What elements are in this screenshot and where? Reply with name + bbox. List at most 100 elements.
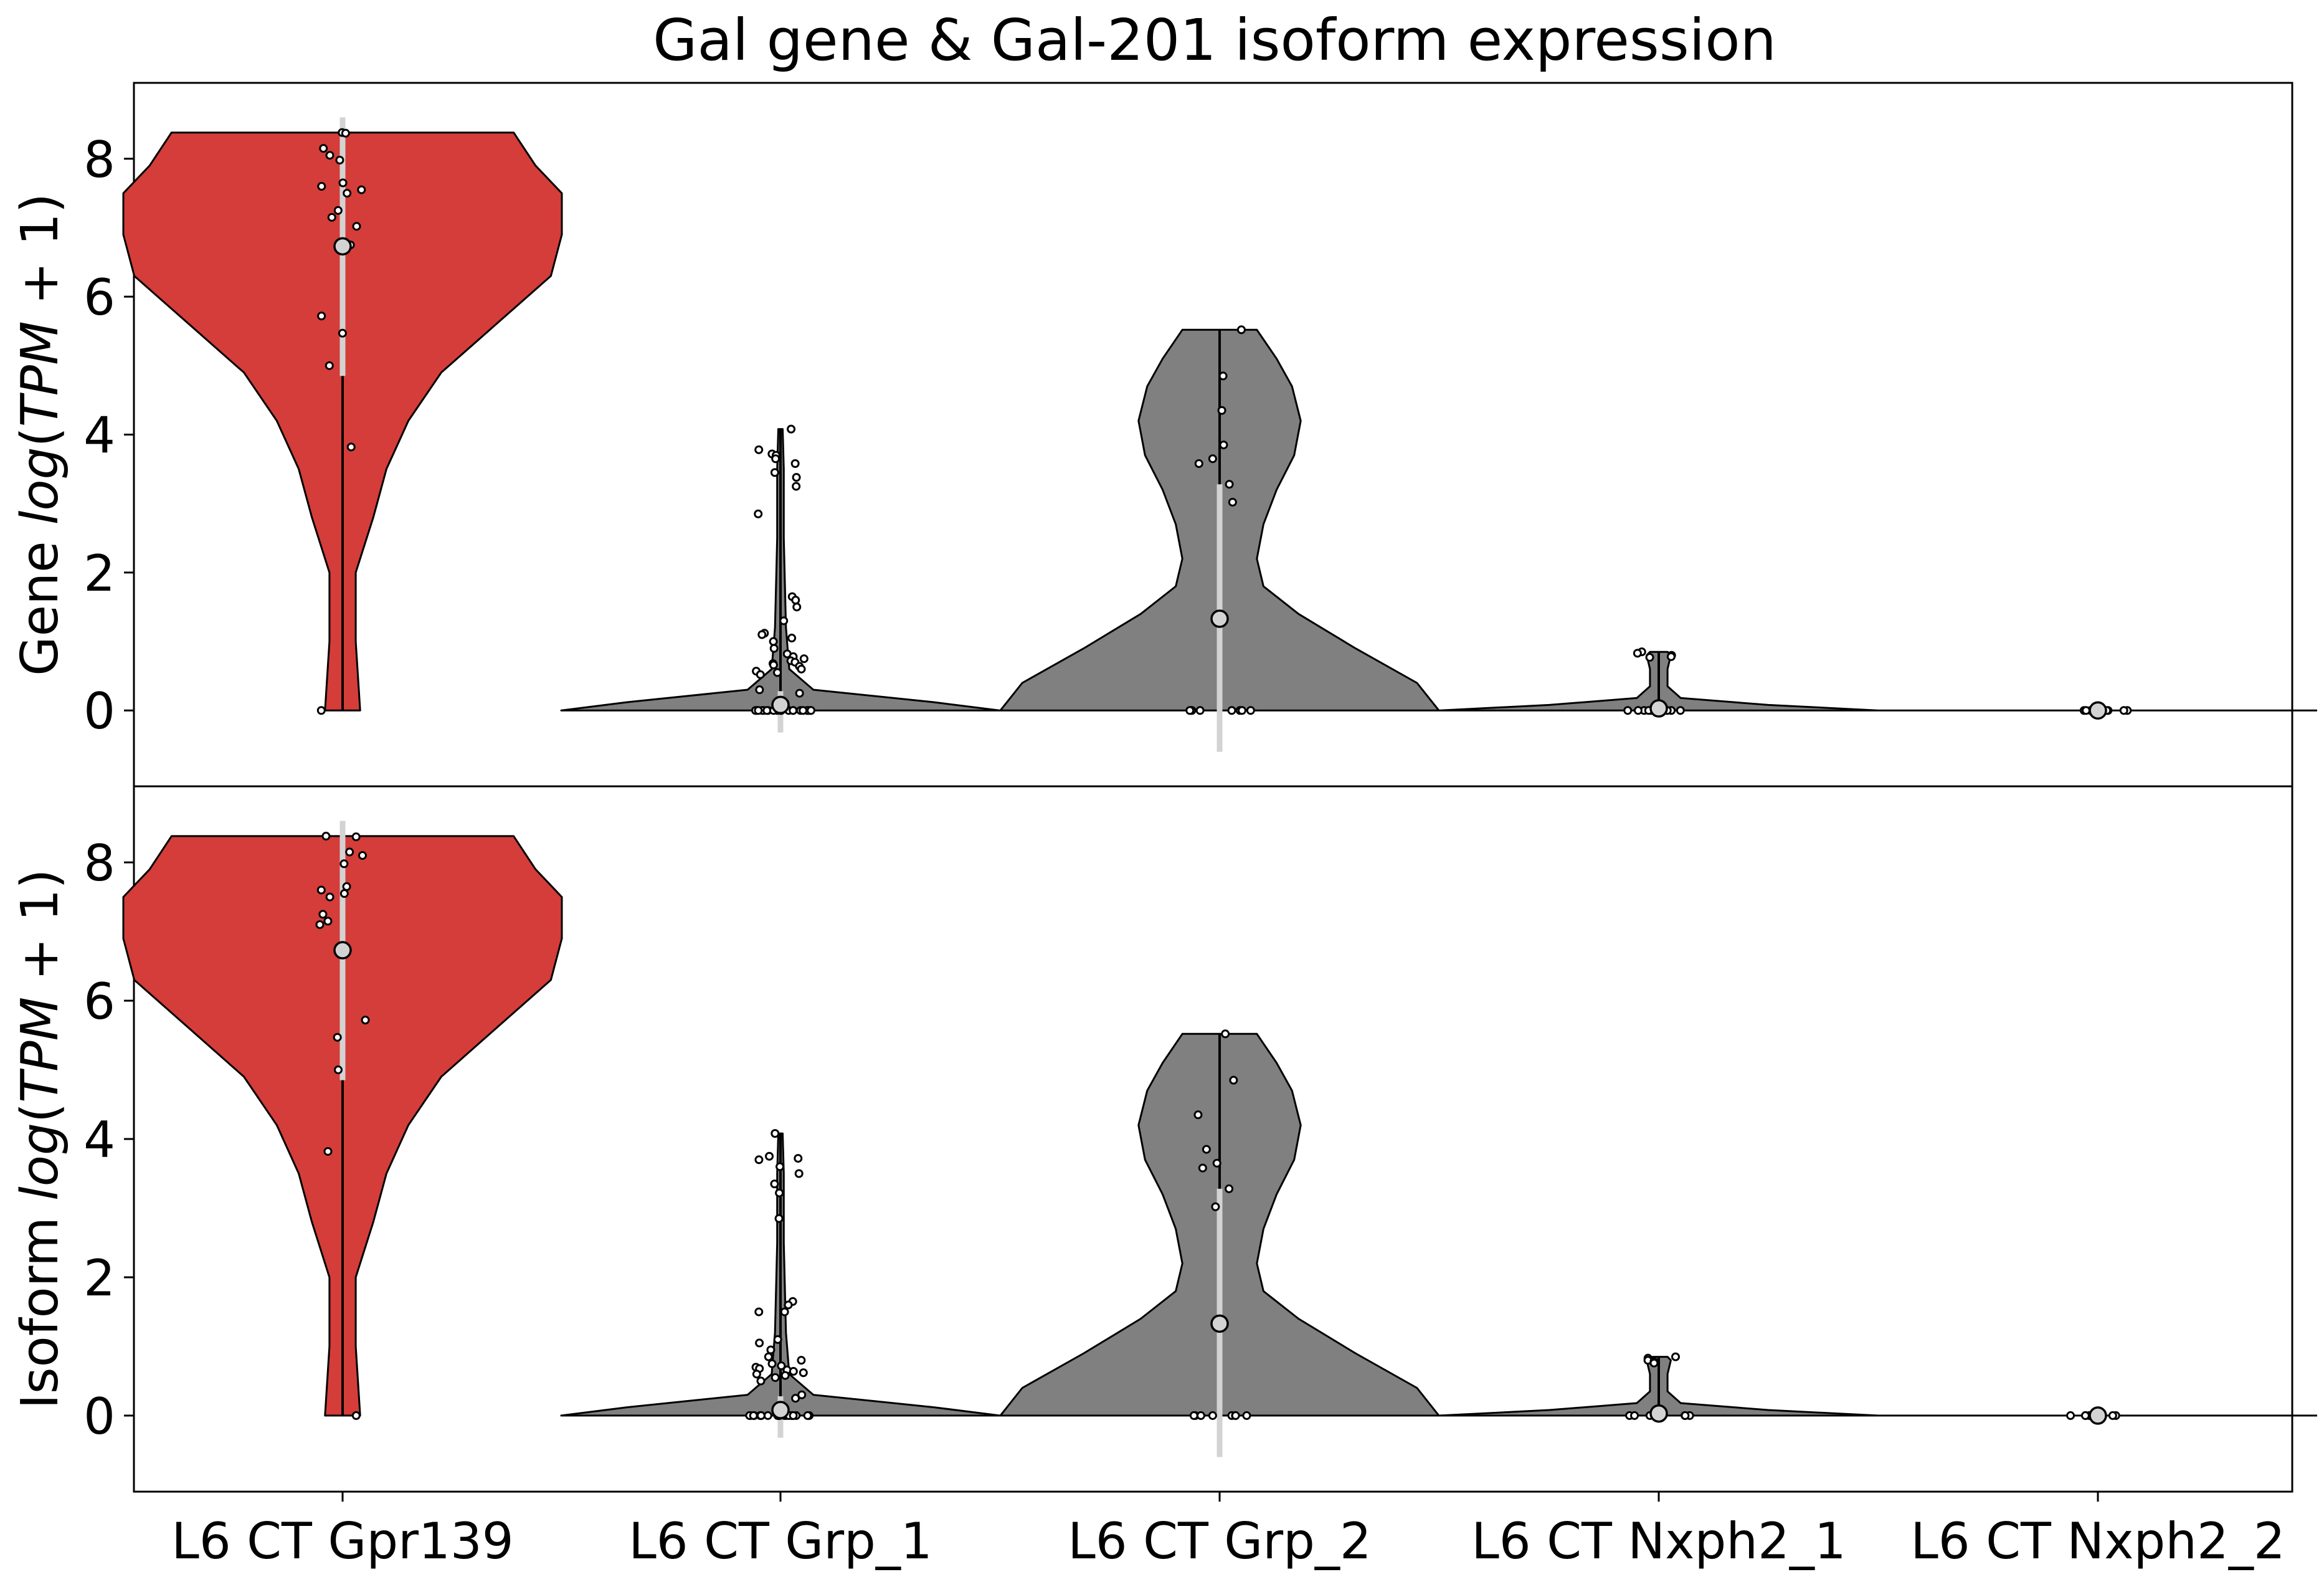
data-point bbox=[790, 459, 800, 468]
data-point bbox=[333, 206, 343, 215]
median-marker bbox=[2089, 1406, 2107, 1425]
y-tick-label: 8 bbox=[83, 131, 115, 189]
data-point bbox=[755, 685, 764, 695]
data-point bbox=[1211, 1202, 1220, 1211]
data-point bbox=[358, 851, 367, 860]
data-point bbox=[771, 454, 780, 464]
data-point bbox=[2119, 706, 2128, 715]
data-point bbox=[755, 1338, 764, 1348]
data-point bbox=[317, 182, 326, 191]
y-tick-label: 0 bbox=[83, 1388, 115, 1446]
data-point bbox=[1246, 706, 1255, 715]
y-tick-label: 4 bbox=[83, 1111, 115, 1169]
data-point bbox=[2082, 706, 2091, 715]
data-point bbox=[1193, 1110, 1203, 1120]
data-point bbox=[1676, 706, 1685, 715]
data-point bbox=[327, 212, 336, 222]
data-point bbox=[351, 832, 361, 842]
data-point bbox=[333, 1065, 343, 1075]
data-point bbox=[787, 424, 796, 434]
data-point bbox=[1196, 1411, 1205, 1420]
data-point bbox=[803, 1411, 812, 1420]
data-point bbox=[767, 1359, 777, 1368]
data-point bbox=[1227, 706, 1236, 715]
data-point bbox=[323, 917, 333, 926]
data-point bbox=[806, 706, 815, 715]
data-point bbox=[1198, 1163, 1207, 1173]
data-point bbox=[1645, 653, 1654, 662]
x-tick-label: L6 CT Grp_1 bbox=[628, 1512, 932, 1570]
data-point bbox=[325, 892, 334, 902]
data-point bbox=[1671, 1352, 1680, 1361]
data-point bbox=[351, 1411, 361, 1420]
median-marker bbox=[333, 941, 352, 960]
data-point bbox=[333, 1032, 342, 1042]
data-point bbox=[343, 189, 352, 198]
data-point bbox=[1225, 1184, 1234, 1193]
data-point bbox=[1630, 1411, 1639, 1420]
x-tick-label: L6 CT Gpr139 bbox=[171, 1512, 513, 1570]
data-point bbox=[771, 1373, 780, 1382]
data-point bbox=[361, 1016, 370, 1025]
data-point bbox=[774, 1214, 784, 1223]
data-point bbox=[319, 144, 328, 153]
y-tick-label: 8 bbox=[83, 834, 115, 892]
data-point bbox=[773, 668, 782, 677]
data-point bbox=[789, 1411, 798, 1420]
data-point bbox=[799, 1368, 808, 1378]
data-point bbox=[1623, 706, 1633, 715]
data-point bbox=[792, 482, 801, 491]
data-point bbox=[352, 222, 361, 231]
data-point bbox=[749, 1411, 758, 1420]
median-marker bbox=[1649, 1404, 1668, 1423]
data-point bbox=[769, 644, 779, 653]
data-point bbox=[769, 660, 778, 670]
data-point bbox=[1649, 1358, 1659, 1368]
data-point bbox=[1217, 406, 1226, 415]
data-point bbox=[771, 1129, 780, 1138]
data-point bbox=[763, 1411, 772, 1420]
data-point bbox=[1208, 1411, 1217, 1420]
data-point bbox=[789, 706, 798, 715]
median-marker bbox=[2089, 701, 2107, 720]
data-point bbox=[764, 1352, 773, 1361]
x-tick-label: L6 CT Nxph2_2 bbox=[1910, 1512, 2285, 1570]
data-point bbox=[341, 128, 350, 138]
data-point bbox=[797, 1356, 806, 1365]
data-point bbox=[791, 1394, 800, 1403]
y-tick-label: 2 bbox=[83, 1249, 115, 1307]
data-point bbox=[794, 1169, 804, 1178]
data-point bbox=[1681, 1411, 1690, 1420]
data-point bbox=[1236, 325, 1246, 335]
data-point bbox=[765, 1151, 774, 1161]
data-point bbox=[1242, 1411, 1251, 1420]
y-tick-label: 2 bbox=[83, 545, 115, 603]
data-point bbox=[1225, 480, 1234, 489]
data-point bbox=[757, 630, 767, 639]
data-point bbox=[792, 603, 802, 612]
data-point bbox=[1202, 1145, 1211, 1154]
data-point bbox=[2108, 1411, 2117, 1420]
data-point bbox=[756, 1411, 766, 1420]
median-marker bbox=[1210, 1314, 1229, 1333]
data-point bbox=[770, 1179, 779, 1189]
data-point bbox=[1219, 441, 1228, 450]
data-point bbox=[799, 654, 809, 664]
data-point bbox=[754, 445, 764, 454]
data-point bbox=[1218, 371, 1228, 381]
data-point bbox=[338, 178, 348, 188]
data-point bbox=[756, 670, 765, 679]
data-point bbox=[325, 151, 334, 160]
data-point bbox=[797, 1390, 807, 1399]
data-point bbox=[345, 847, 354, 857]
y-axis-label: Isoform log(TPM + 1) bbox=[11, 869, 70, 1409]
data-point bbox=[779, 616, 789, 626]
data-point bbox=[317, 312, 326, 321]
data-point bbox=[2080, 1411, 2090, 1420]
median-marker bbox=[771, 695, 790, 715]
data-point bbox=[756, 1376, 766, 1386]
data-point bbox=[773, 1335, 782, 1344]
data-point bbox=[1189, 1411, 1198, 1420]
data-point bbox=[321, 831, 331, 841]
data-point bbox=[357, 185, 366, 194]
